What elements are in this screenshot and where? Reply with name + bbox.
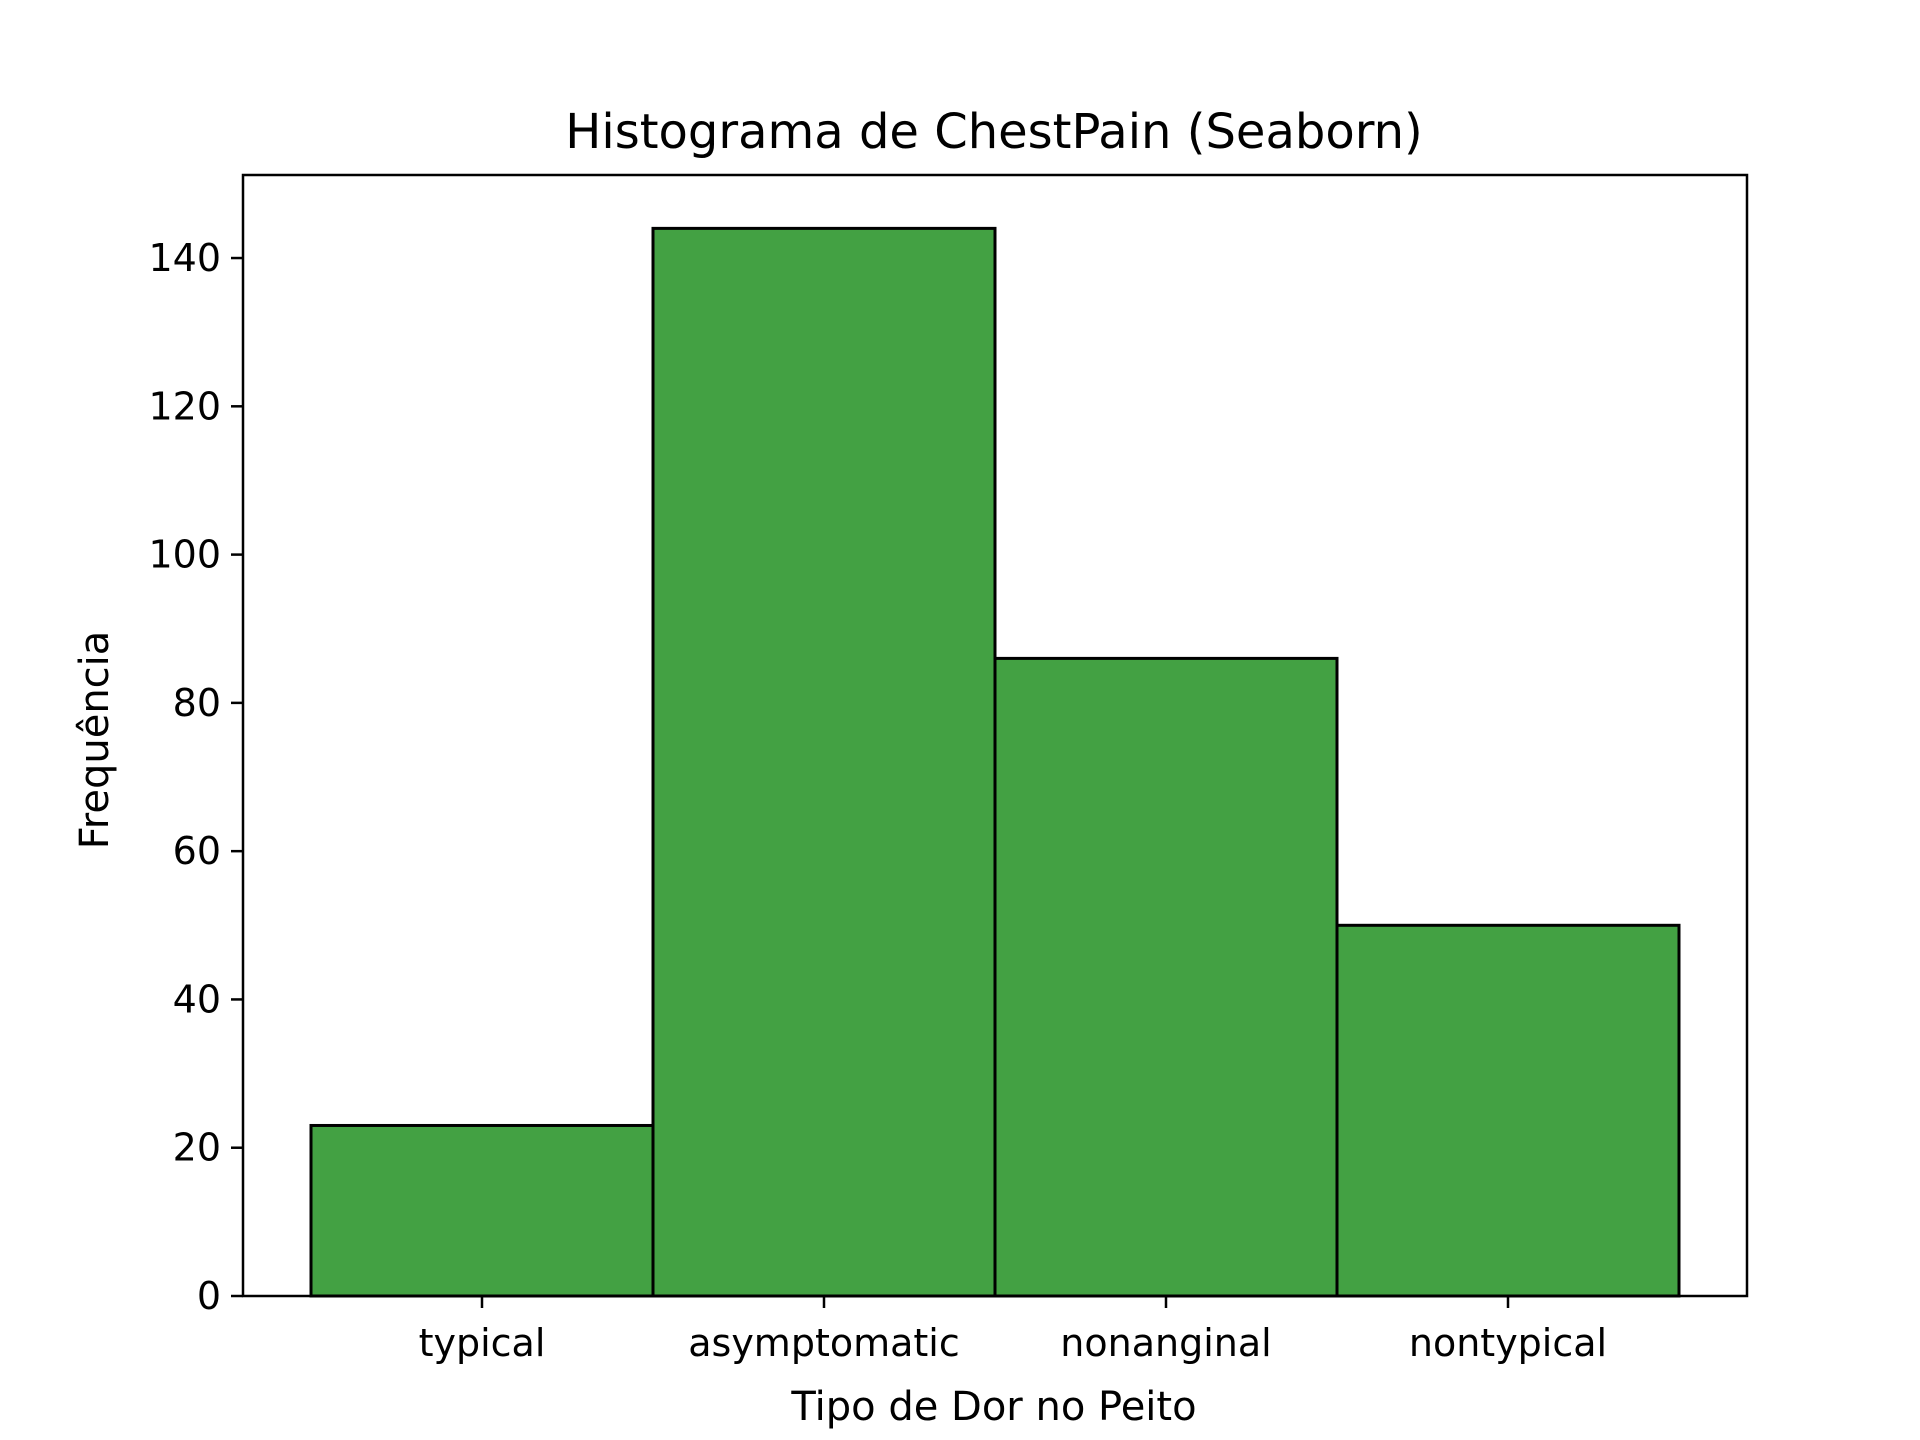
bars-group <box>309 226 1681 1298</box>
x-axis-label: Tipo de Dor no Peito <box>790 1384 1196 1430</box>
y-tick-label-20: 20 <box>173 1126 221 1170</box>
y-axis-label: Frequência <box>72 631 118 850</box>
y-tick-label-40: 40 <box>173 977 221 1021</box>
y-tick-label-140: 140 <box>148 236 221 280</box>
bar-typical <box>309 1123 655 1298</box>
chart-title: Histograma de ChestPain (Seaborn) <box>565 104 1422 160</box>
y-tick-label-80: 80 <box>173 681 221 725</box>
x-tick-label-asymptomatic: asymptomatic <box>688 1321 960 1365</box>
y-axis: 0 20 40 60 80 100 120 140 <box>148 236 243 1318</box>
bar-nontypical <box>1335 923 1681 1298</box>
plot-frame <box>241 173 1749 1298</box>
y-tick-label-120: 120 <box>148 384 221 428</box>
x-axis: typical asymptomatic nonanginal nontypical <box>419 1296 1607 1365</box>
x-tick-label-nontypical: nontypical <box>1409 1321 1607 1365</box>
x-tick-label-nonanginal: nonanginal <box>1060 1321 1271 1365</box>
bar-nonanginal <box>993 656 1339 1298</box>
x-tick-label-typical: typical <box>419 1321 546 1365</box>
y-tick-label-100: 100 <box>148 533 221 577</box>
bar-asymptomatic <box>651 226 997 1298</box>
y-tick-label-60: 60 <box>173 829 221 873</box>
y-tick-label-0: 0 <box>197 1274 221 1318</box>
